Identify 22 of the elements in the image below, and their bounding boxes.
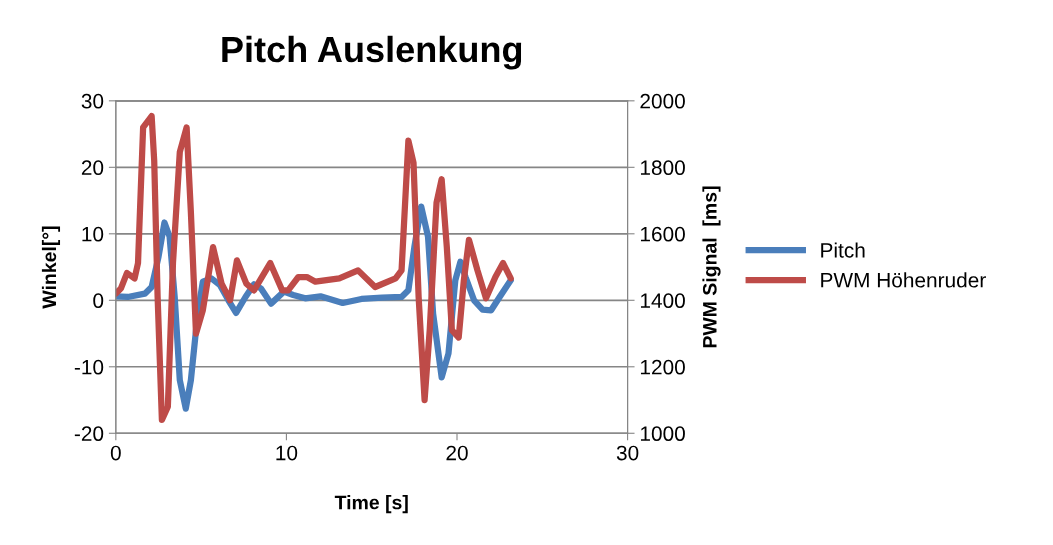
y-tick-label: 10	[82, 226, 104, 242]
x-axis-title: Time [s]	[334, 495, 408, 514]
y-tick-label: 30	[81, 93, 104, 109]
y-tick-label: -10	[74, 359, 104, 375]
y2-tick-label: 1000	[640, 426, 685, 442]
y2-tick-label: 1200	[640, 359, 685, 375]
legend-label: Pitch	[821, 242, 865, 258]
x-tick-label: 0	[110, 445, 121, 461]
x-tick-label: 20	[446, 445, 468, 461]
chart-title: Pitch Auslenkung	[222, 35, 522, 70]
y2-tick-label: 2000	[640, 93, 685, 109]
y-axis-title: Winkel[°]	[41, 226, 61, 309]
y2-tick-label: 1800	[640, 160, 685, 176]
y-tick-label: 0	[93, 293, 104, 309]
legend-label: PWM Höhenruder	[821, 272, 986, 288]
x-tick-label: 10	[276, 445, 298, 461]
y2-tick-label: 1400	[640, 293, 685, 309]
y2-tick-label: 1600	[640, 226, 685, 242]
y2-axis-title: PWM Signal [ms]	[702, 186, 721, 348]
x-tick-label: 30	[616, 445, 639, 461]
y-tick-label: -20	[74, 426, 104, 442]
y-tick-label: 20	[81, 160, 104, 176]
